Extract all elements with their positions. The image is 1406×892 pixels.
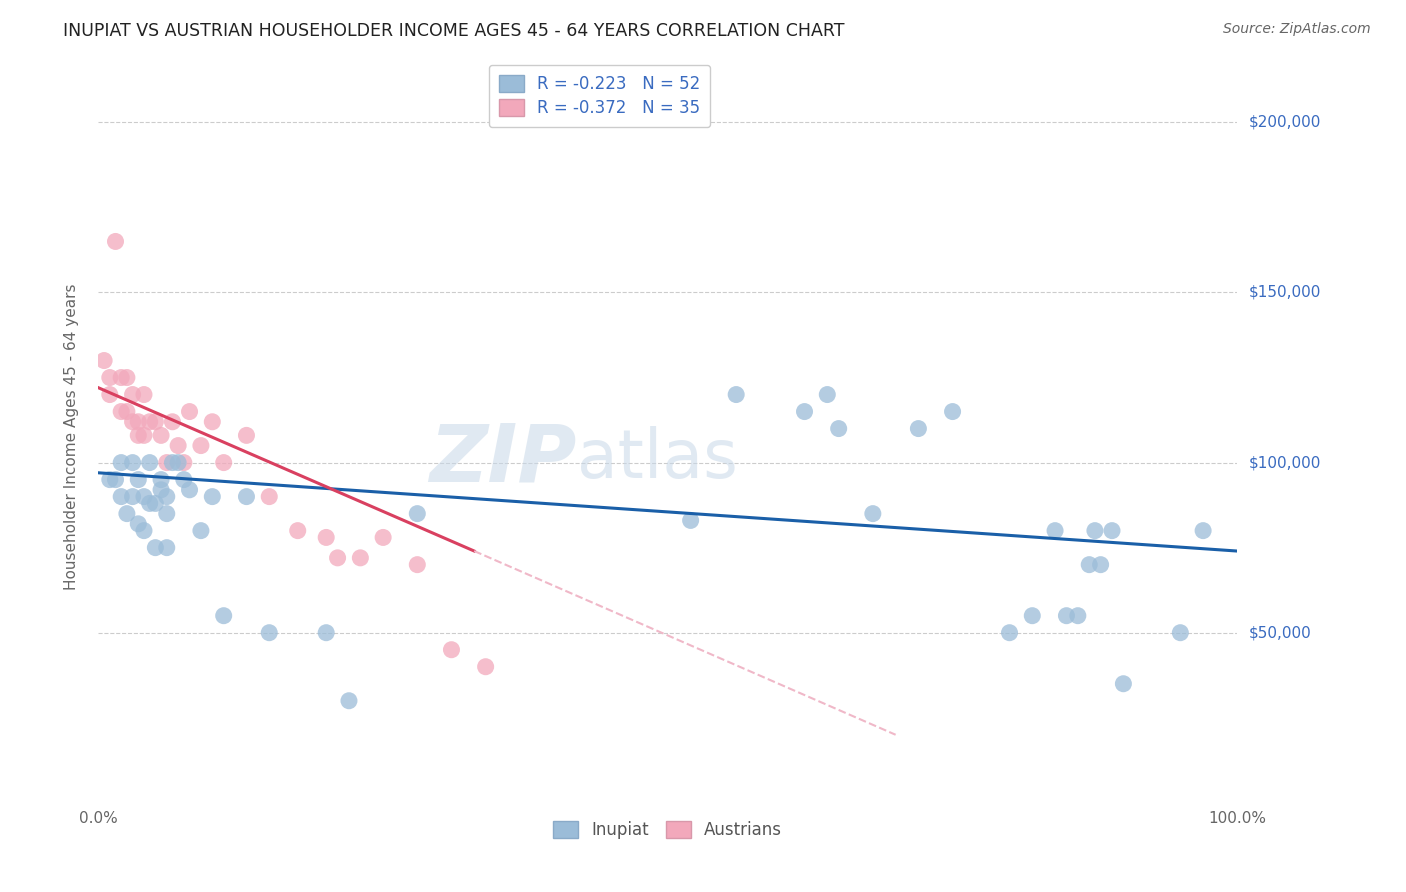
Point <box>162 456 184 470</box>
Point <box>862 507 884 521</box>
Point <box>287 524 309 538</box>
Point <box>1078 558 1101 572</box>
Point <box>145 415 167 429</box>
Point <box>127 516 149 531</box>
Text: $50,000: $50,000 <box>1249 625 1312 640</box>
Point <box>132 524 155 538</box>
Point <box>110 404 132 418</box>
Point <box>156 507 179 521</box>
Point <box>179 404 201 418</box>
Point <box>98 387 121 401</box>
Point <box>162 415 184 429</box>
Point <box>440 642 463 657</box>
Point <box>259 625 281 640</box>
Point <box>104 235 127 249</box>
Point <box>127 415 149 429</box>
Point <box>1170 625 1192 640</box>
Point <box>167 456 190 470</box>
Point <box>1090 558 1112 572</box>
Text: INUPIAT VS AUSTRIAN HOUSEHOLDER INCOME AGES 45 - 64 YEARS CORRELATION CHART: INUPIAT VS AUSTRIAN HOUSEHOLDER INCOME A… <box>63 22 845 40</box>
Point <box>150 483 173 497</box>
Point <box>907 421 929 435</box>
Point <box>156 490 179 504</box>
Point <box>315 625 337 640</box>
Point <box>190 524 212 538</box>
Point <box>121 490 143 504</box>
Point <box>315 531 337 545</box>
Point <box>406 558 429 572</box>
Point <box>828 421 851 435</box>
Point <box>98 370 121 384</box>
Point <box>942 404 965 418</box>
Point <box>406 507 429 521</box>
Point <box>138 415 160 429</box>
Point <box>201 490 224 504</box>
Point <box>179 483 201 497</box>
Point <box>145 496 167 510</box>
Point <box>793 404 815 418</box>
Point <box>259 490 281 504</box>
Point <box>145 541 167 555</box>
Point <box>167 439 190 453</box>
Point <box>815 387 838 401</box>
Point <box>1054 608 1078 623</box>
Point <box>115 507 138 521</box>
Point <box>156 456 179 470</box>
Point <box>121 415 143 429</box>
Point <box>235 428 257 442</box>
Point <box>235 490 257 504</box>
Point <box>212 456 235 470</box>
Point <box>173 473 195 487</box>
Point <box>349 550 371 565</box>
Point <box>190 439 212 453</box>
Y-axis label: Householder Income Ages 45 - 64 years: Householder Income Ages 45 - 64 years <box>65 284 79 591</box>
Point <box>1084 524 1107 538</box>
Text: $100,000: $100,000 <box>1249 455 1320 470</box>
Point <box>132 387 155 401</box>
Point <box>115 370 138 384</box>
Point <box>337 694 360 708</box>
Point <box>127 428 149 442</box>
Point <box>679 513 702 527</box>
Point <box>1101 524 1123 538</box>
Point <box>201 415 224 429</box>
Point <box>127 473 149 487</box>
Point <box>98 473 121 487</box>
Point <box>725 387 748 401</box>
Text: $150,000: $150,000 <box>1249 285 1320 300</box>
Text: ZIP: ZIP <box>429 420 576 498</box>
Point <box>121 456 143 470</box>
Text: Source: ZipAtlas.com: Source: ZipAtlas.com <box>1223 22 1371 37</box>
Text: atlas: atlas <box>576 426 738 492</box>
Text: $200,000: $200,000 <box>1249 115 1320 130</box>
Point <box>173 456 195 470</box>
Point <box>1192 524 1215 538</box>
Point <box>150 473 173 487</box>
Point <box>110 370 132 384</box>
Point <box>138 456 160 470</box>
Point <box>371 531 394 545</box>
Point <box>156 541 179 555</box>
Point <box>138 496 160 510</box>
Point <box>1043 524 1066 538</box>
Point <box>132 490 155 504</box>
Point <box>121 387 143 401</box>
Point <box>326 550 349 565</box>
Point <box>474 659 496 673</box>
Point <box>998 625 1021 640</box>
Legend: Inupiat, Austrians: Inupiat, Austrians <box>547 814 789 846</box>
Point <box>1021 608 1043 623</box>
Point <box>93 353 115 368</box>
Point <box>110 490 132 504</box>
Point <box>110 456 132 470</box>
Point <box>1112 677 1135 691</box>
Point <box>1067 608 1090 623</box>
Point <box>115 404 138 418</box>
Point <box>212 608 235 623</box>
Point <box>150 428 173 442</box>
Point <box>104 473 127 487</box>
Point <box>132 428 155 442</box>
